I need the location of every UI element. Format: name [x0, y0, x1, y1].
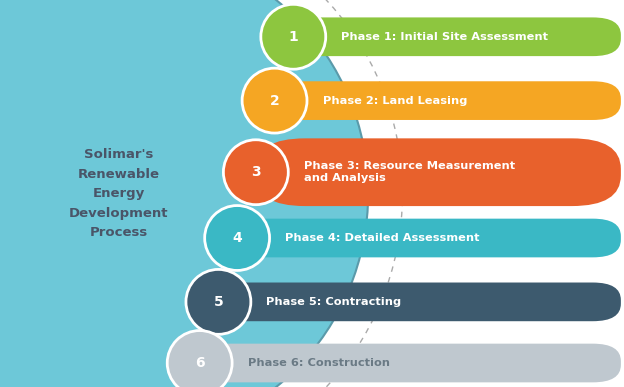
- Text: Solimar's
Renewable
Energy
Development
Process: Solimar's Renewable Energy Development P…: [69, 148, 168, 239]
- Text: Phase 1: Initial Site Assessment: Phase 1: Initial Site Assessment: [341, 32, 548, 42]
- FancyBboxPatch shape: [275, 81, 621, 120]
- Ellipse shape: [242, 68, 307, 133]
- Text: 4: 4: [232, 231, 242, 245]
- Ellipse shape: [223, 140, 288, 205]
- Ellipse shape: [186, 269, 251, 334]
- FancyBboxPatch shape: [218, 283, 621, 321]
- Text: 2: 2: [270, 94, 280, 108]
- Ellipse shape: [261, 4, 326, 69]
- Text: 1: 1: [288, 30, 298, 44]
- FancyBboxPatch shape: [293, 17, 621, 56]
- Text: Phase 5: Contracting: Phase 5: Contracting: [266, 297, 402, 307]
- Text: Phase 3: Resource Measurement
and Analysis: Phase 3: Resource Measurement and Analys…: [304, 161, 515, 183]
- Text: Phase 4: Detailed Assessment: Phase 4: Detailed Assessment: [285, 233, 480, 243]
- Text: Phase 6: Construction: Phase 6: Construction: [248, 358, 390, 368]
- Ellipse shape: [0, 0, 368, 387]
- FancyBboxPatch shape: [237, 219, 621, 257]
- FancyBboxPatch shape: [256, 138, 621, 206]
- Ellipse shape: [205, 205, 270, 271]
- Text: 5: 5: [213, 295, 223, 309]
- Text: 6: 6: [195, 356, 205, 370]
- Text: Phase 2: Land Leasing: Phase 2: Land Leasing: [323, 96, 467, 106]
- FancyBboxPatch shape: [200, 344, 621, 382]
- Text: 3: 3: [251, 165, 261, 179]
- Ellipse shape: [167, 330, 232, 387]
